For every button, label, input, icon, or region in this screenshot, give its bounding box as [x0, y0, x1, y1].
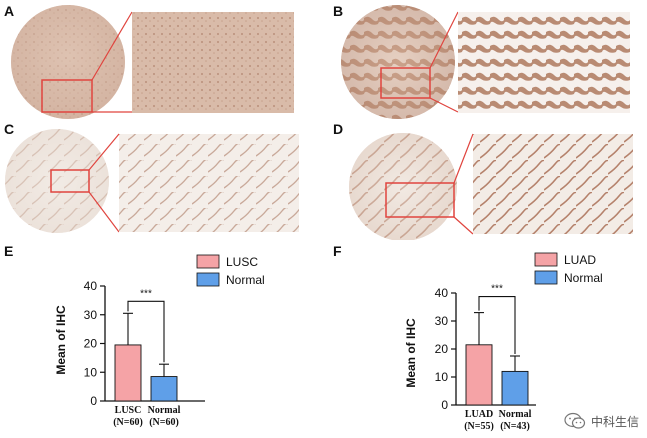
e-y-tick-label: 30 [84, 308, 98, 322]
f-x-label-0-1: (N=55) [464, 421, 494, 432]
legend-label-normal-f: Normal [564, 271, 603, 285]
e-y-tick-label: 10 [84, 365, 98, 379]
watermark-text: 中科生信 [590, 414, 639, 429]
legend-label-luad: LUAD [564, 253, 596, 267]
f-y-tick-label: 20 [435, 342, 449, 356]
y-axis-title-e: Mean of IHC [54, 305, 68, 375]
panel-label-b: B [333, 3, 344, 19]
e-y-tick-label: 0 [90, 394, 97, 408]
e-x-label-1-1: (N=60) [149, 417, 179, 428]
e-x-label-0-1: (N=60) [113, 417, 143, 428]
legend-label-lusc: LUSC [226, 255, 258, 269]
panel-label-c: C [4, 121, 15, 137]
panel-label-f: F [333, 243, 342, 259]
panel-label-a: A [4, 3, 15, 19]
wechat-icon [564, 412, 586, 429]
panel-label-d: D [333, 121, 344, 137]
legend-swatch-lusc [196, 254, 220, 269]
e-bar-1 [150, 376, 178, 402]
e-x-label-1-0: Normal [148, 405, 181, 416]
f-x-label-0-0: LUAD [465, 409, 493, 420]
f-significance-label: *** [491, 284, 503, 295]
y-axis-label-f: Mean of IHC [404, 318, 418, 388]
f-x-label-1-1: (N=43) [500, 421, 530, 432]
f-bar-0 [465, 344, 493, 406]
legend-swatch-normal-e [196, 272, 220, 287]
y-axis-label-e: Mean of IHC [54, 305, 68, 375]
watermark: 中科生信 [564, 412, 639, 430]
e-x-label-0-0: LUSC [115, 405, 142, 416]
y-axis-title-f: Mean of IHC [404, 318, 418, 388]
e-y-tick-label: 20 [84, 337, 98, 351]
legend-swatch-luad [534, 252, 558, 267]
f-y-tick-label: 0 [441, 398, 448, 412]
legend-swatch-normal-f [534, 270, 558, 285]
f-x-label-1-0: Normal [499, 409, 532, 420]
f-significance-bracket [478, 296, 516, 354]
ihc-image-panels [5, 5, 633, 240]
e-significance-bracket [127, 300, 165, 363]
e-significance-label: *** [140, 288, 152, 299]
e-bar-0 [114, 344, 142, 402]
f-y-tick-label: 30 [435, 314, 449, 328]
e-y-tick-label: 40 [84, 279, 98, 293]
legend-label-normal-e: Normal [226, 273, 265, 287]
f-y-tick-label: 10 [435, 370, 449, 384]
f-y-tick-label: 40 [435, 286, 449, 300]
f-bar-1 [501, 370, 529, 406]
panel-label-e: E [4, 243, 14, 259]
